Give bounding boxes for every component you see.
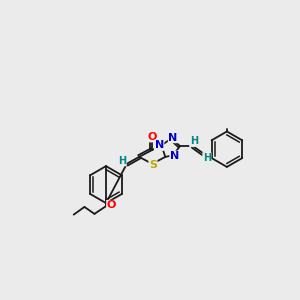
Text: S: S: [149, 160, 157, 170]
Text: N: N: [168, 133, 178, 142]
Text: H: H: [190, 136, 198, 146]
Text: O: O: [107, 200, 116, 210]
Text: N: N: [170, 151, 179, 161]
Text: O: O: [148, 132, 157, 142]
Text: H: H: [118, 156, 126, 166]
Text: N: N: [154, 140, 164, 150]
Text: H: H: [203, 153, 211, 163]
